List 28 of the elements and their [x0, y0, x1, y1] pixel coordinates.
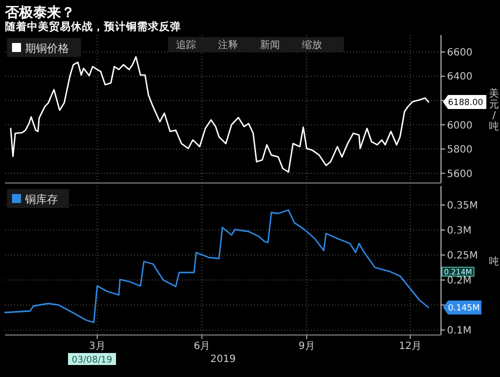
x-axis-title: 2019	[210, 354, 236, 365]
chart-subtitle: 随着中美贸易休战，预计铜需求反弹	[5, 20, 181, 33]
x-tick-label: 12月	[398, 341, 422, 352]
annotation: 追踪	[176, 39, 196, 51]
y-tick-label: 6400	[447, 72, 472, 83]
x-tick-label: 9月	[298, 341, 315, 352]
annotation: 新闻	[260, 39, 280, 51]
annotation: 6188.00	[448, 98, 484, 108]
text: 03/08/19	[72, 356, 112, 366]
y-tick-label: 0.2M	[447, 276, 472, 286]
x-tick-label: 6月	[194, 341, 210, 352]
y-tick-label: 5600	[447, 168, 472, 180]
annotation: 0.145M	[448, 304, 480, 314]
y-axis-title: 吨	[489, 256, 499, 268]
y-axis-title: 美元/吨	[489, 88, 499, 132]
y-tick-label: 0.3M	[447, 226, 472, 236]
y-tick-label: 6000	[447, 120, 472, 132]
y-tick-label: 6600	[447, 47, 472, 58]
annotation: 注释	[218, 39, 238, 51]
y-tick-label: 5800	[447, 144, 472, 156]
legend-label: 铜库存	[24, 193, 58, 206]
y-tick-label: 0.1M	[447, 326, 472, 336]
y-tick-label: 0.25M	[447, 250, 478, 262]
x-tick-label: 3月	[89, 341, 106, 352]
y-tick-label: 0.35M	[447, 200, 478, 212]
legend-label: 期铜价格	[25, 42, 69, 55]
chart-title: 否极泰来？	[4, 5, 75, 21]
annotation: 缩放	[302, 39, 322, 51]
